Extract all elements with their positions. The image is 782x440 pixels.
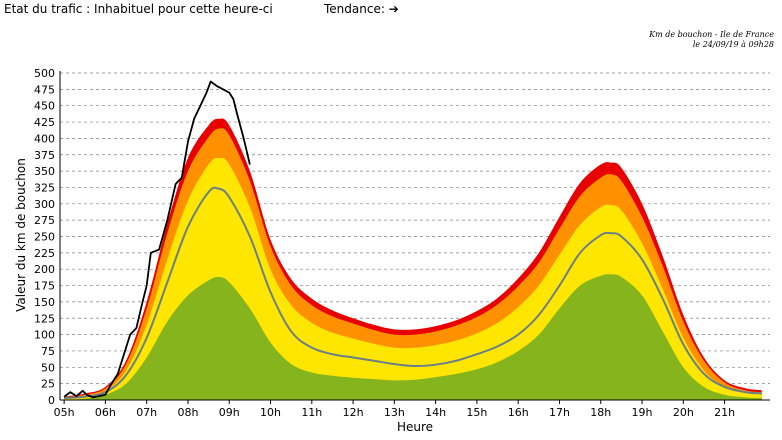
x-tick-label: 11h	[301, 406, 322, 419]
y-tick-label: 175	[34, 280, 55, 293]
y-tick-label: 75	[41, 345, 55, 358]
trend-indicator: Tendance: ➔	[324, 2, 399, 16]
y-tick-label: 25	[41, 378, 55, 391]
traffic-status-value: Inhabituel pour cette heure-ci	[94, 2, 273, 16]
x-tick-label: 14h	[425, 406, 446, 419]
x-tick-label: 13h	[384, 406, 405, 419]
y-tick-label: 475	[34, 83, 55, 96]
x-tick-label: 06h	[95, 406, 116, 419]
x-tick-label: 17h	[549, 406, 570, 419]
series-areas	[64, 118, 762, 400]
caption-date: le 24/09/19 à 09h28	[692, 40, 774, 49]
axes: 0 25 50 75 100 125 150 175 200 225 250 275 300 325 350…	[34, 67, 770, 419]
y-tick-label: 300	[34, 198, 55, 211]
traffic-status-label: Etat du trafic :	[4, 2, 95, 16]
chart-caption: Km de bouchon - Ile de France le 24/09/1…	[649, 30, 774, 50]
series-lines	[63, 80, 762, 400]
area-green	[64, 274, 762, 400]
x-tick-label: 07h	[136, 406, 157, 419]
y-tick-label: 500	[34, 67, 55, 80]
x-tick-label: 18h	[590, 406, 611, 419]
y-tick-label: 325	[34, 181, 55, 194]
x-tick-label: 20h	[673, 406, 694, 419]
arrow-right-icon: ➔	[388, 2, 399, 16]
x-tick-label: 12h	[343, 406, 364, 419]
x-tick-label: 10h	[260, 406, 281, 419]
y-tick-label: 0	[48, 394, 55, 407]
x-tick-label: 09h	[219, 406, 240, 419]
traffic-status: Etat du trafic : Inhabituel pour cette h…	[4, 2, 273, 16]
y-tick-label: 225	[34, 247, 55, 260]
y-tick-label: 50	[41, 361, 55, 374]
average-line	[64, 186, 762, 400]
y-tick-label: 275	[34, 214, 55, 227]
y-tick-label: 150	[34, 296, 55, 309]
y-tick-label: 425	[34, 116, 55, 129]
x-tick-label: 08h	[177, 406, 198, 419]
y-tick-label: 375	[34, 149, 55, 162]
today-line	[63, 80, 251, 399]
y-tick-label: 100	[34, 329, 55, 342]
x-tick-label: 19h	[632, 406, 653, 419]
y-tick-label: 450	[34, 100, 55, 113]
y-tick-label: 400	[34, 132, 55, 145]
y-tick-label: 350	[34, 165, 55, 178]
x-tick-label: 15h	[466, 406, 487, 419]
y-tick-label: 125	[34, 312, 55, 325]
y-tick-label: 250	[34, 231, 55, 244]
x-tick-label: 05h	[54, 406, 75, 419]
caption-title: Km de bouchon - Ile de France	[649, 30, 774, 39]
x-tick-label: 16h	[508, 406, 529, 419]
y-axis-label: Valeur du km de bouchon	[14, 158, 28, 312]
trend-label: Tendance:	[324, 2, 389, 16]
y-tick-label: 200	[34, 263, 55, 276]
x-axis-label: Heure	[397, 420, 433, 434]
x-tick-label: 21h	[714, 406, 735, 419]
